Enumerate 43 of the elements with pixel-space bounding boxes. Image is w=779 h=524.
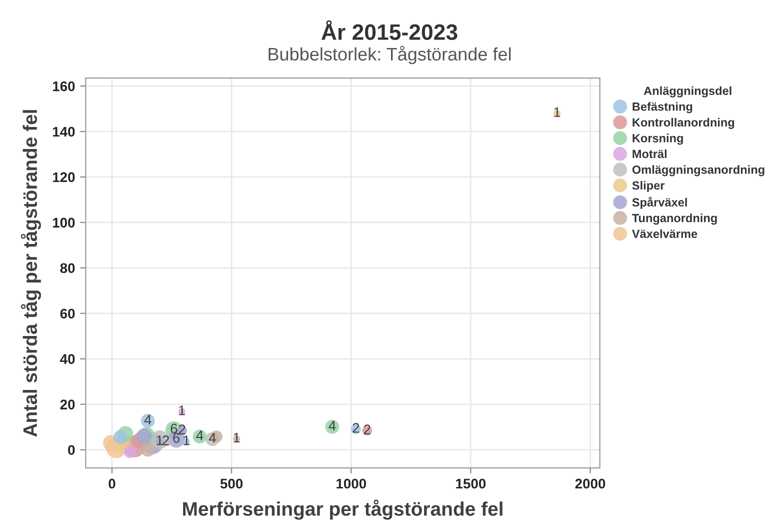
legend-label: Sliper (632, 180, 665, 192)
legend-label: Växelvärme (632, 229, 698, 238)
annotation: 6 (170, 424, 178, 434)
y-tick-label: 160 (52, 81, 75, 92)
annotation: 2 (352, 422, 360, 433)
legend-label: Spårväxel (632, 196, 687, 209)
annotation: 1 (234, 432, 240, 442)
annotation: 6 (173, 432, 180, 443)
annotation: 2 (364, 424, 370, 434)
x-tick-label: 1000 (336, 478, 366, 489)
annotation: 1 (554, 107, 560, 117)
y-tick-label: 100 (52, 218, 75, 228)
x-axis-title: Merförseningar per tågstörande fel (183, 500, 502, 520)
annotation: 1 (179, 406, 186, 416)
y-tick-label: 60 (60, 308, 75, 319)
legend-label: Omläggningsanordning (632, 165, 764, 176)
y-tick-label: 0 (68, 445, 75, 455)
annotation: 1 (156, 436, 163, 446)
y-tick-label: 20 (60, 400, 75, 410)
legend-label: Korsning (632, 134, 683, 145)
legend-label: Kontrollanordning (632, 118, 734, 129)
legend-label: Tunganordning (632, 214, 717, 225)
annotation: 2 (162, 435, 169, 446)
annotation: 1 (184, 436, 190, 446)
y-tick-label: 80 (60, 263, 75, 274)
y-tick-label: 120 (52, 172, 75, 182)
x-tick-label: 0 (108, 478, 116, 489)
x-tick-label: 500 (220, 478, 243, 489)
annotation: 4 (144, 414, 152, 424)
annotation: 2 (178, 424, 186, 434)
x-tick-label: 2000 (575, 478, 606, 489)
annotation: 4 (208, 433, 216, 443)
annotation: 4 (328, 420, 336, 430)
annotation: 4 (196, 430, 204, 440)
legend-label: Befästning (632, 102, 692, 114)
chart-title: År 2015-2023 (321, 20, 458, 40)
y-tick-label: 140 (52, 126, 75, 137)
legend-label: Moträl (632, 149, 666, 158)
y-axis-title: Antal störda tåg per tågstörande fel (20, 110, 41, 437)
chart-subtitle: Bubbelstorlek: Tågstörande fel (268, 46, 511, 64)
legend-title: Anläggningsdel (644, 86, 732, 98)
y-tick-label: 40 (60, 354, 75, 364)
x-tick-label: 1500 (456, 478, 486, 489)
